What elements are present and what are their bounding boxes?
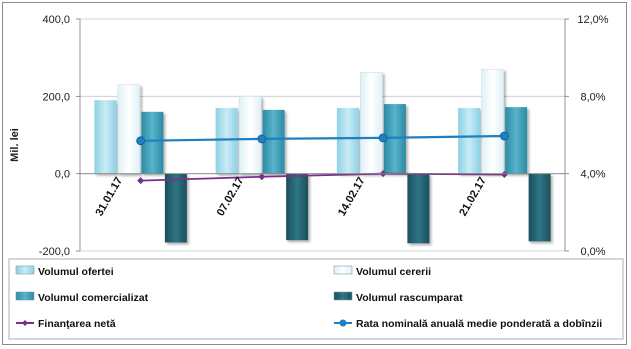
bar-volumul-cererii — [117, 84, 141, 174]
bar-volumul-rascumparat — [286, 173, 309, 241]
legend-marker — [22, 320, 28, 326]
y2-tick-label: 8,0% — [580, 91, 605, 103]
legend-swatch — [333, 265, 353, 275]
legend-marker — [339, 319, 347, 327]
bar-volumul-comercializat — [141, 111, 164, 174]
bar-volumul-ofertei — [458, 107, 481, 174]
bar-volumul-cererii — [360, 72, 383, 174]
y2-tick-label: 12,0% — [577, 14, 608, 26]
marker-diamond — [500, 170, 508, 178]
legend-swatch — [15, 291, 35, 301]
legend-label: Volumul rascumparat — [356, 292, 463, 304]
bar-volumul-comercializat — [262, 109, 285, 174]
legend-swatch — [333, 291, 353, 301]
y-axis-title: Mil. lei — [9, 128, 21, 162]
bar-volumul-rascumparat — [164, 173, 187, 243]
bar-volumul-comercializat — [383, 104, 406, 174]
bar-volumul-ofertei — [94, 100, 117, 174]
marker-circle — [499, 131, 509, 141]
marker-diamond — [137, 177, 145, 185]
legend-label: Finanţarea netă — [38, 318, 116, 330]
y-tick-label: -200,0 — [39, 246, 70, 258]
marker-circle — [136, 136, 146, 146]
bar-volumul-cererii — [481, 68, 504, 174]
marker-circle — [257, 134, 267, 144]
legend-label: Rata nominală anuală medie ponderată a d… — [356, 318, 602, 330]
y-tick-label: 0,0 — [55, 169, 70, 181]
bar-volumul-comercializat — [505, 107, 528, 174]
legend-swatch — [15, 265, 35, 275]
y-tick-label: 200,0 — [42, 91, 70, 103]
legend-label: Volumul comercializat — [38, 292, 149, 304]
bar-volumul-rascumparat — [528, 173, 551, 242]
bar-volumul-cererii — [238, 96, 262, 174]
bar-volumul-ofertei — [336, 107, 359, 174]
y2-tick-label: 4,0% — [580, 169, 605, 181]
legend-label: Volumul cererii — [356, 266, 431, 278]
legend-label: Volumul ofertei — [38, 266, 114, 278]
marker-circle — [378, 133, 388, 143]
y-tick-label: 400,0 — [42, 14, 70, 26]
legend-box — [8, 258, 624, 340]
marker-diamond — [258, 173, 266, 181]
line-rata — [140, 134, 505, 142]
bar-series — [94, 68, 551, 244]
legend: Volumul ofertei Volumul cererii Volumul co… — [8, 258, 624, 340]
bar-volumul-ofertei — [215, 107, 238, 174]
y2-tick-label: 0,0% — [580, 246, 605, 258]
bar-volumul-rascumparat — [407, 173, 430, 244]
